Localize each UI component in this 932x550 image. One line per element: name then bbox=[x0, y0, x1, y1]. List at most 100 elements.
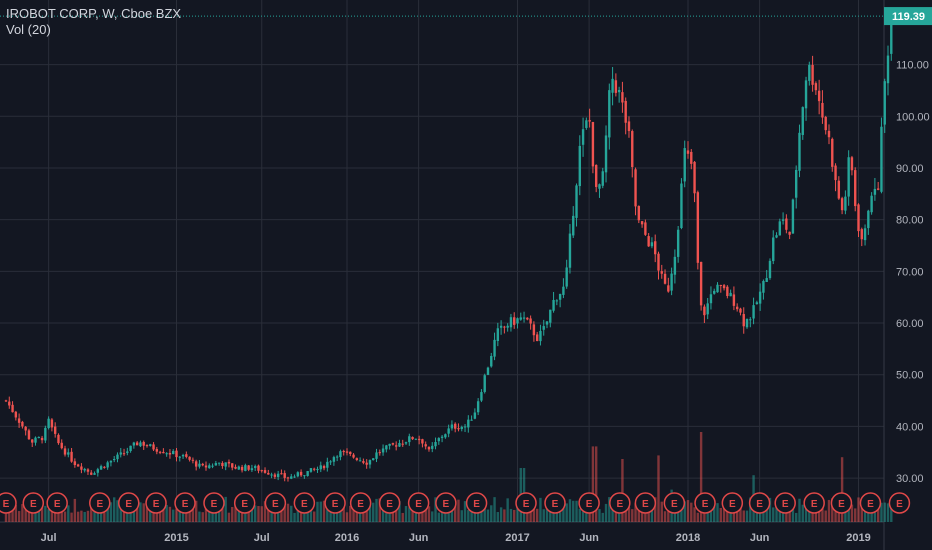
candle-body[interactable] bbox=[804, 80, 808, 109]
candle-body[interactable] bbox=[313, 468, 316, 470]
candle-body[interactable] bbox=[801, 107, 804, 135]
candle-body[interactable] bbox=[362, 461, 365, 463]
candle-body[interactable] bbox=[40, 437, 44, 441]
candle-body[interactable] bbox=[673, 256, 677, 275]
candle-body[interactable] bbox=[44, 427, 47, 441]
candle-body[interactable] bbox=[185, 454, 188, 457]
candle-body[interactable] bbox=[476, 401, 480, 413]
candle-body[interactable] bbox=[467, 419, 470, 428]
earnings-marker[interactable] bbox=[634, 492, 657, 514]
candle-body[interactable] bbox=[181, 455, 185, 457]
candle-body[interactable] bbox=[198, 463, 201, 467]
candle-body[interactable] bbox=[234, 466, 237, 469]
candle-body[interactable] bbox=[863, 228, 867, 241]
candle-body[interactable] bbox=[562, 286, 565, 295]
candle-body[interactable] bbox=[670, 273, 673, 291]
symbol-title[interactable]: IROBOT CORP, W, Cboe BZX bbox=[6, 6, 182, 21]
earnings-marker[interactable] bbox=[145, 492, 167, 514]
candle-body[interactable] bbox=[113, 458, 116, 461]
candle-body[interactable] bbox=[103, 466, 106, 468]
candle-body[interactable] bbox=[280, 473, 283, 475]
candle-body[interactable] bbox=[706, 303, 709, 315]
candle-body[interactable] bbox=[611, 78, 614, 93]
candle-body[interactable] bbox=[322, 465, 326, 469]
volume-indicator-label[interactable]: Vol (20) bbox=[6, 22, 51, 37]
candle-body[interactable] bbox=[273, 474, 277, 477]
candle-body[interactable] bbox=[699, 261, 703, 306]
candle-body[interactable] bbox=[352, 454, 355, 458]
candle-body[interactable] bbox=[549, 309, 552, 323]
candle-body[interactable] bbox=[221, 462, 224, 467]
candle-body[interactable] bbox=[286, 477, 290, 479]
candle-body[interactable] bbox=[17, 418, 21, 423]
candle-body[interactable] bbox=[795, 169, 798, 198]
candle-body[interactable] bbox=[444, 434, 447, 438]
candle-body[interactable] bbox=[460, 426, 463, 430]
candle-body[interactable] bbox=[798, 132, 801, 171]
candle-body[interactable] bbox=[847, 157, 850, 197]
candle-body[interactable] bbox=[414, 438, 418, 440]
earnings-marker[interactable] bbox=[888, 492, 911, 514]
candle-body[interactable] bbox=[749, 319, 752, 321]
candle-body[interactable] bbox=[791, 199, 795, 234]
candle-body[interactable] bbox=[532, 324, 536, 336]
candle-body[interactable] bbox=[808, 64, 811, 81]
candle-body[interactable] bbox=[24, 426, 27, 431]
candle-body[interactable] bbox=[47, 418, 50, 429]
candle-body[interactable] bbox=[785, 218, 788, 230]
earnings-marker[interactable] bbox=[465, 492, 488, 514]
candle-body[interactable] bbox=[299, 471, 303, 476]
candle-body[interactable] bbox=[457, 428, 460, 430]
candle-body[interactable] bbox=[132, 442, 136, 446]
earnings-marker[interactable] bbox=[22, 492, 45, 514]
candle-body[interactable] bbox=[837, 180, 841, 199]
candle-body[interactable] bbox=[90, 472, 93, 475]
candle-body[interactable] bbox=[811, 64, 814, 85]
earnings-marker[interactable] bbox=[293, 492, 316, 514]
earnings-marker[interactable] bbox=[89, 492, 111, 514]
candle-body[interactable] bbox=[86, 469, 90, 472]
candle-body[interactable] bbox=[608, 90, 611, 138]
candle-body[interactable] bbox=[667, 285, 670, 292]
candle-body[interactable] bbox=[739, 308, 742, 313]
earnings-marker[interactable] bbox=[118, 492, 140, 514]
candle-body[interactable] bbox=[542, 326, 545, 330]
candle-body[interactable] bbox=[545, 321, 549, 325]
candle-body[interactable] bbox=[617, 89, 621, 93]
candle-body[interactable] bbox=[106, 462, 109, 468]
candle-body[interactable] bbox=[358, 460, 362, 462]
earnings-marker[interactable] bbox=[407, 492, 430, 514]
candle-body[interactable] bbox=[63, 448, 67, 455]
earnings-marker[interactable] bbox=[774, 492, 796, 514]
candle-body[interactable] bbox=[631, 131, 634, 168]
candle-body[interactable] bbox=[332, 457, 336, 462]
candle-body[interactable] bbox=[417, 438, 421, 441]
candle-body[interactable] bbox=[601, 171, 604, 186]
candle-body[interactable] bbox=[96, 469, 100, 473]
earnings-marker[interactable] bbox=[435, 492, 457, 514]
candle-body[interactable] bbox=[854, 170, 857, 207]
candle-body[interactable] bbox=[690, 151, 693, 164]
candle-body[interactable] bbox=[890, 16, 893, 54]
earnings-marker[interactable] bbox=[174, 492, 196, 514]
candle-body[interactable] bbox=[37, 437, 40, 439]
candle-body[interactable] bbox=[431, 445, 434, 449]
candle-body[interactable] bbox=[575, 185, 578, 218]
candle-body[interactable] bbox=[499, 325, 503, 328]
candle-body[interactable] bbox=[663, 273, 667, 284]
candle-body[interactable] bbox=[722, 285, 726, 289]
earnings-marker[interactable] bbox=[515, 492, 537, 514]
candle-body[interactable] bbox=[758, 291, 762, 304]
candle-body[interactable] bbox=[172, 451, 175, 454]
earnings-marker[interactable] bbox=[803, 492, 825, 514]
candle-body[interactable] bbox=[483, 375, 486, 392]
earnings-marker[interactable] bbox=[264, 492, 287, 514]
candle-body[interactable] bbox=[240, 466, 244, 471]
candle-body[interactable] bbox=[11, 404, 14, 413]
candle-body[interactable] bbox=[814, 83, 818, 91]
candle-body[interactable] bbox=[552, 299, 555, 311]
candle-body[interactable] bbox=[513, 317, 516, 325]
candle-body[interactable] bbox=[624, 100, 627, 123]
candle-body[interactable] bbox=[876, 188, 880, 190]
candle-body[interactable] bbox=[647, 236, 650, 247]
